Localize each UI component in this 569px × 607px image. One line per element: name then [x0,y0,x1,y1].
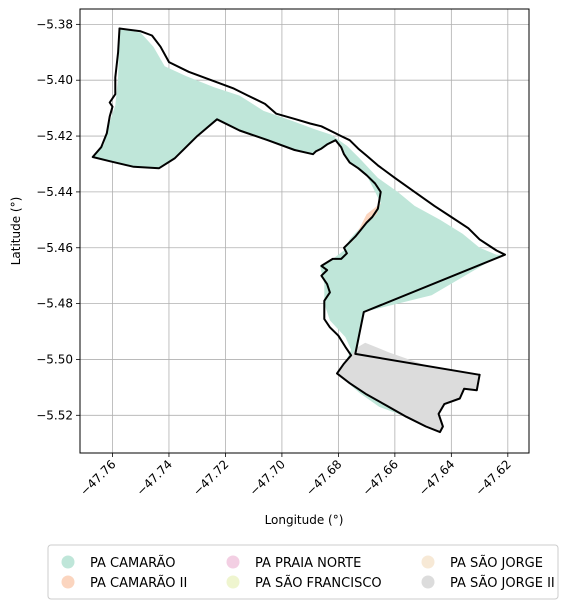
legend-label: PA SÃO JORGE [450,555,543,571]
boundary-outline [91,27,296,170]
y-axis-ticks: −5.38 −5.40 −5.42 −5.44 −5.46 −5.48 −5.50 −5.52 [36,17,80,422]
legend-label: PA CAMARÃO II [90,575,187,591]
x-tick-label: −47.72 [190,457,231,498]
region-outlines [91,27,506,434]
legend-marker [421,555,435,569]
y-tick-label: −5.42 [36,129,73,143]
legend-marker [226,555,240,569]
legend-marker [61,555,75,569]
y-tick-label: −5.38 [36,17,73,31]
x-tick-label: −47.76 [77,457,118,498]
legend-marker [61,575,75,589]
x-tick-label: −47.66 [360,457,401,498]
x-axis-ticks: −47.76 −47.74 −47.72 −47.70 −47.68 −47.66 −47.… [77,453,514,499]
x-axis-label: Longitude (°) [265,513,344,527]
y-tick-label: −5.50 [36,352,73,366]
y-tick-label: −5.44 [36,185,73,199]
boundary-outline [293,139,481,434]
y-tick-label: −5.48 [36,297,73,311]
legend-label: PA PRAIA NORTE [255,556,361,571]
y-axis-label: Latitude (°) [9,197,23,266]
legend-label: PA SÃO JORGE II [450,575,555,591]
legend-label: PA CAMARÃO [90,555,176,571]
region-pa-sao-jorge-ii [337,342,480,433]
legend: PA CAMARÃO PA CAMARÃO II PA PRAIA NORTE PA … [47,544,559,600]
legend-label: PA SÃO FRANCISCO [255,575,382,591]
x-tick-label: −47.68 [303,457,344,498]
y-tick-label: −5.46 [36,241,73,255]
plot-frame [79,8,530,454]
x-tick-label: −47.74 [134,457,175,498]
y-tick-label: −5.52 [36,408,73,422]
x-tick-label: −47.70 [247,457,288,498]
x-tick-label: −47.62 [473,457,514,498]
y-tick-label: −5.40 [36,73,73,87]
legend-marker [226,575,240,589]
legend-marker [421,575,435,589]
region-pa-camarao [92,28,505,426]
x-tick-label: −47.64 [416,457,457,498]
boundary-outline [118,27,506,376]
